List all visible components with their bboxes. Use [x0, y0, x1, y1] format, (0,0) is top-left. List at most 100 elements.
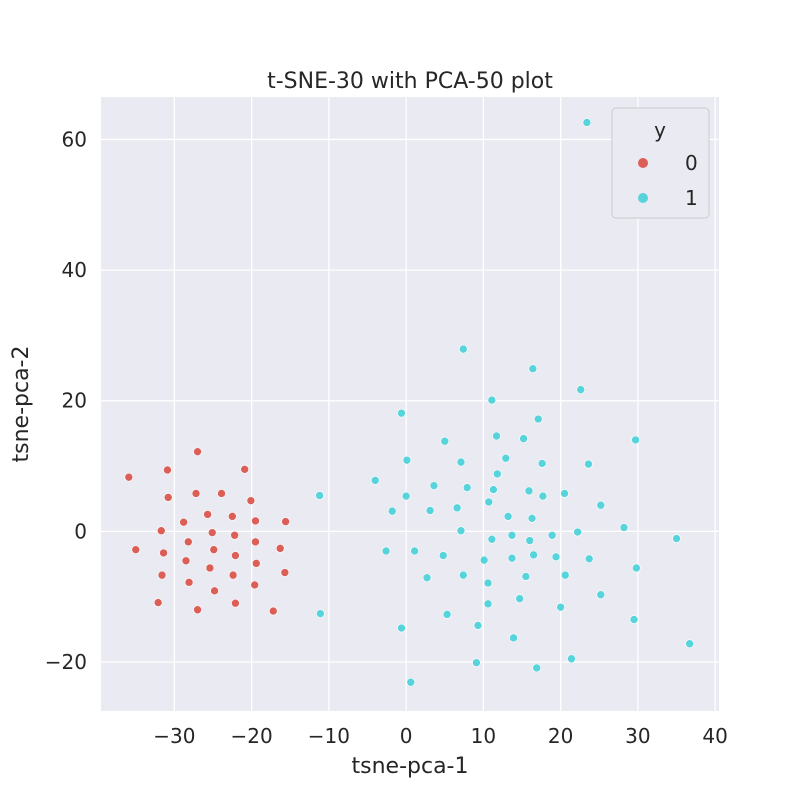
data-point-series-1	[402, 455, 412, 465]
data-point-series-1	[381, 546, 391, 556]
y-tick-labels: −20 0 20 40 60	[45, 127, 87, 674]
data-point-series-1	[538, 491, 548, 501]
x-tick-label: 10	[471, 724, 496, 748]
data-point-series-0	[209, 545, 219, 554]
legend-box	[611, 107, 710, 219]
y-tick-label: −20	[45, 650, 87, 674]
data-point-series-0	[275, 544, 285, 553]
data-point-series-0	[193, 447, 202, 456]
x-tick-label: 20	[548, 724, 573, 748]
data-point-series-1	[452, 503, 462, 513]
data-point-series-1	[483, 599, 493, 609]
legend-marker-0	[638, 158, 648, 168]
data-point-series-1	[632, 563, 641, 573]
data-point-series-1	[519, 434, 528, 443]
x-tick-label: −10	[308, 724, 350, 748]
data-point-series-0	[193, 605, 202, 615]
data-point-series-1	[473, 621, 483, 630]
data-point-series-1	[584, 554, 594, 564]
data-point-series-1	[619, 523, 629, 532]
data-point-series-1	[397, 623, 406, 633]
data-point-series-0	[157, 570, 167, 580]
data-point-series-1	[387, 506, 397, 516]
data-point-series-1	[442, 610, 452, 619]
legend: y 0 1	[611, 107, 710, 219]
x-tick-label: −30	[153, 724, 195, 748]
data-point-series-0	[153, 598, 163, 607]
data-point-series-1	[401, 491, 411, 501]
y-tick-label: 60	[62, 127, 87, 151]
data-point-series-1	[560, 489, 569, 498]
data-point-series-1	[524, 486, 534, 496]
data-point-series-1	[533, 414, 543, 424]
data-point-series-1	[438, 551, 448, 560]
data-point-series-0	[251, 516, 260, 526]
data-point-series-1	[492, 431, 501, 441]
data-point-series-1	[631, 435, 640, 445]
data-point-series-0	[251, 559, 261, 568]
x-tick-label: 0	[400, 724, 413, 748]
data-point-series-1	[547, 530, 557, 540]
data-point-series-0	[230, 530, 239, 540]
data-point-series-1	[410, 546, 419, 556]
data-point-series-1	[507, 553, 517, 563]
data-point-series-1	[479, 555, 489, 565]
data-point-series-1	[501, 453, 511, 463]
data-point-series-1	[532, 663, 541, 673]
data-point-series-1	[487, 395, 497, 405]
data-point-series-1	[370, 476, 380, 485]
legend-title: y	[654, 118, 666, 142]
data-point-series-1	[537, 459, 547, 468]
chart-title: t-SNE-30 with PCA-50 plot	[267, 69, 553, 94]
data-point-series-1	[584, 459, 593, 469]
data-point-series-1	[596, 500, 606, 510]
data-point-series-1	[459, 344, 468, 354]
legend-label-1: 1	[685, 186, 698, 210]
data-point-series-0	[205, 563, 215, 573]
data-point-series-1	[596, 590, 606, 600]
data-point-series-0	[181, 556, 191, 566]
data-point-series-1	[629, 615, 639, 624]
data-point-series-1	[456, 526, 466, 536]
data-point-series-0	[231, 598, 240, 608]
data-point-series-1	[529, 550, 538, 560]
legend-label-0: 0	[685, 151, 698, 175]
data-point-series-1	[573, 527, 582, 537]
data-point-series-1	[462, 483, 472, 492]
data-points	[124, 118, 694, 687]
data-point-series-1	[567, 654, 576, 664]
data-point-series-1	[492, 469, 502, 479]
data-point-series-1	[456, 457, 466, 467]
data-point-series-1	[425, 506, 435, 515]
x-tick-label: −20	[231, 724, 273, 748]
data-point-series-1	[509, 633, 518, 643]
data-point-series-0	[163, 465, 172, 475]
data-point-series-1	[525, 536, 535, 545]
data-point-series-1	[576, 385, 586, 394]
data-point-series-0	[240, 465, 249, 474]
y-tick-label: 40	[62, 258, 87, 282]
data-point-series-1	[672, 534, 681, 543]
y-tick-label: 20	[62, 389, 87, 413]
y-tick-label: 0	[74, 519, 87, 543]
data-point-series-0	[281, 517, 290, 526]
legend-marker-1	[638, 193, 648, 203]
data-point-series-1	[316, 609, 325, 618]
data-point-series-1	[528, 364, 538, 374]
data-point-series-1	[515, 594, 524, 603]
data-point-series-0	[131, 545, 141, 554]
data-point-series-0	[210, 586, 219, 596]
data-point-series-1	[582, 118, 592, 127]
data-point-series-0	[179, 517, 188, 527]
data-point-series-0	[156, 526, 166, 536]
y-axis-label: tsne-pca-2	[9, 346, 34, 463]
data-point-series-1	[315, 491, 324, 500]
data-point-series-1	[459, 570, 468, 580]
data-point-series-0	[228, 512, 237, 521]
data-point-series-0	[250, 580, 260, 590]
x-tick-label: 40	[702, 724, 727, 748]
data-point-series-1	[429, 481, 439, 490]
data-point-series-1	[521, 572, 531, 581]
data-point-series-1	[440, 436, 450, 446]
